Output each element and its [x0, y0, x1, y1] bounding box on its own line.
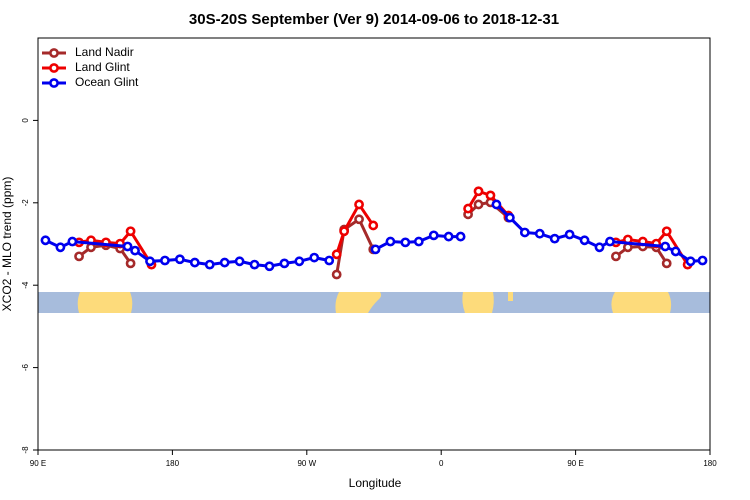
point: [534, 228, 545, 239]
point: [324, 255, 335, 266]
point: [579, 235, 590, 246]
point: [279, 258, 290, 269]
point: [125, 258, 136, 269]
y-tick-label: -4: [21, 281, 30, 289]
y-tick-label: -2: [21, 199, 30, 207]
point: [189, 257, 200, 268]
point: [400, 237, 411, 248]
point: [370, 244, 381, 255]
land-patch: [508, 292, 513, 301]
plot-frame: [37, 37, 711, 451]
point: [473, 186, 484, 197]
point: [219, 257, 230, 268]
legend-label: Land Glint: [75, 60, 130, 74]
point: [660, 241, 671, 252]
point: [130, 245, 140, 256]
land-patch: [462, 292, 494, 313]
point: [55, 242, 66, 253]
legend-label: Land Nadir: [75, 45, 134, 59]
point: [685, 256, 696, 267]
point: [413, 236, 424, 247]
point: [331, 249, 342, 260]
point: [661, 258, 672, 269]
point: [385, 236, 396, 247]
point: [354, 214, 364, 225]
x-tick-label: 180: [166, 459, 180, 468]
point: [67, 236, 78, 247]
map-band: [38, 292, 710, 313]
point: [354, 199, 364, 210]
series-line: [44, 203, 703, 268]
land-patch: [611, 292, 672, 313]
point: [661, 226, 672, 237]
point: [368, 220, 379, 231]
point: [125, 226, 136, 237]
land-patch: [335, 292, 382, 313]
point: [204, 259, 215, 270]
legend-point: [49, 78, 59, 88]
legend-point: [49, 48, 59, 58]
point: [40, 235, 51, 246]
point: [294, 256, 305, 267]
point: [504, 212, 515, 223]
y-tick-label: 0: [21, 118, 30, 123]
point: [234, 256, 245, 267]
series-line: [78, 189, 689, 266]
x-tick-label: 90 E: [567, 459, 583, 468]
y-axis-label: XCO2 - MLO trend (ppm): [0, 177, 14, 312]
point: [519, 227, 530, 238]
point: [174, 254, 185, 265]
point: [463, 203, 473, 214]
point: [594, 242, 605, 253]
point: [670, 246, 681, 257]
point: [485, 190, 496, 201]
x-tick-label: 180: [703, 459, 717, 468]
land-patch: [77, 292, 133, 313]
legend-label: Ocean Glint: [75, 75, 139, 89]
point: [309, 252, 320, 263]
point: [145, 256, 155, 267]
point: [611, 251, 621, 262]
x-tick-label: 0: [439, 459, 444, 468]
point: [549, 233, 560, 244]
legend-point: [49, 63, 59, 73]
point: [122, 241, 133, 252]
point: [564, 229, 575, 240]
point: [443, 231, 454, 242]
x-tick-label: 90 W: [297, 459, 316, 468]
point: [428, 230, 439, 241]
point: [249, 259, 260, 270]
point: [74, 251, 84, 262]
y-tick-label: -6: [21, 363, 30, 371]
point: [331, 269, 342, 280]
point: [264, 261, 275, 272]
point: [491, 199, 502, 210]
x-axis-label: Longitude: [349, 476, 402, 490]
chart-title: 30S-20S September (Ver 9) 2014-09-06 to …: [189, 11, 559, 28]
point: [160, 255, 170, 266]
point: [339, 226, 350, 237]
point: [473, 199, 484, 210]
x-tick-label: 90 E: [30, 459, 46, 468]
point: [455, 231, 466, 242]
point: [605, 236, 615, 247]
y-tick-label: -8: [21, 446, 30, 454]
point: [697, 255, 708, 266]
